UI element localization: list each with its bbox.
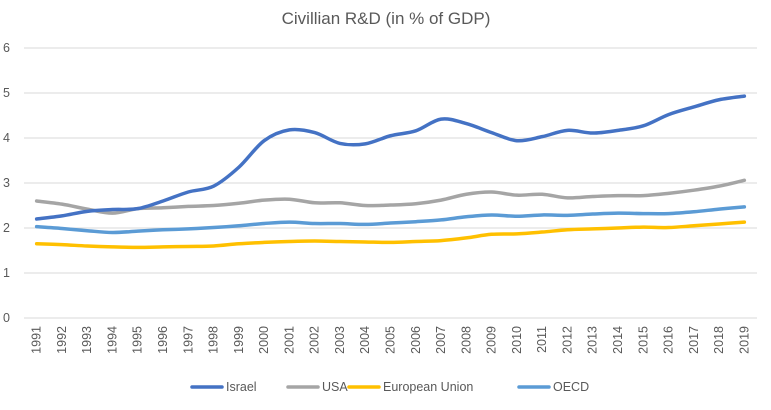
x-tick-label: 2003 [333,326,347,354]
series-european-union [34,220,747,250]
legend-item-usa: USA [286,380,348,394]
series-israel [34,94,747,221]
x-tick-label: 2013 [586,326,600,354]
x-tick-label: 2018 [712,326,726,354]
x-tick-label: 1996 [156,326,170,354]
y-tick-label: 3 [3,176,10,190]
x-tick-label: 1991 [30,326,44,354]
series-line-oecd [34,205,747,235]
x-tick-label: 2015 [636,326,650,354]
legend-item-oecd: OECD [517,380,589,394]
x-tick-label: 1995 [131,326,145,354]
x-tick-label: 1999 [232,326,246,354]
y-tick-label: 6 [3,41,10,55]
x-tick-label: 1992 [55,326,69,354]
x-tick-label: 2008 [459,326,473,354]
x-tick-label: 2006 [409,326,423,354]
x-tick-label: 2014 [611,326,625,354]
x-axis-ticks: 1991 1992 1993 1994 1995 1996 1997 1998 1999 2000… [30,326,752,354]
x-tick-label: 2002 [308,326,322,354]
x-tick-label: 2009 [485,326,499,354]
series-usa [34,178,747,215]
x-tick-label: 2005 [384,326,398,354]
legend: Israel USA European Union OECD [190,380,589,394]
series-oecd [34,205,747,235]
x-tick-label: 2010 [510,326,524,354]
y-tick-label: 5 [3,86,10,100]
y-tick-label: 4 [3,131,10,145]
y-tick-label: 0 [3,311,10,325]
legend-label-european-union: European Union [383,380,473,394]
legend-label-oecd: OECD [553,380,589,394]
series-line-israel [34,94,747,221]
legend-label-israel: Israel [226,380,257,394]
chart-title: Civillian R&D (in % of GDP) [282,9,491,28]
gridlines [24,47,757,319]
y-tick-label: 1 [3,266,10,280]
x-tick-label: 1998 [207,326,221,354]
x-tick-label: 1994 [105,326,119,354]
x-tick-label: 2016 [662,326,676,354]
x-tick-label: 2007 [434,326,448,354]
legend-label-usa: USA [322,380,348,394]
x-tick-label: 2000 [257,326,271,354]
x-tick-label: 1993 [80,326,94,354]
y-axis-ticks: 0 1 2 3 4 5 6 [3,41,10,325]
series-line-usa [34,178,747,215]
legend-item-israel: Israel [190,380,257,394]
x-tick-label: 2011 [535,326,549,353]
series-lines [34,94,747,250]
x-tick-label: 2012 [560,326,574,354]
y-tick-label: 2 [3,221,10,235]
x-tick-label: 2017 [687,326,701,354]
legend-item-european-union: European Union [347,380,473,394]
x-tick-label: 2001 [282,326,296,354]
x-tick-label: 2019 [737,326,751,354]
x-tick-label: 2004 [358,326,372,354]
series-line-european-union [34,220,747,250]
x-tick-label: 1997 [181,326,195,354]
